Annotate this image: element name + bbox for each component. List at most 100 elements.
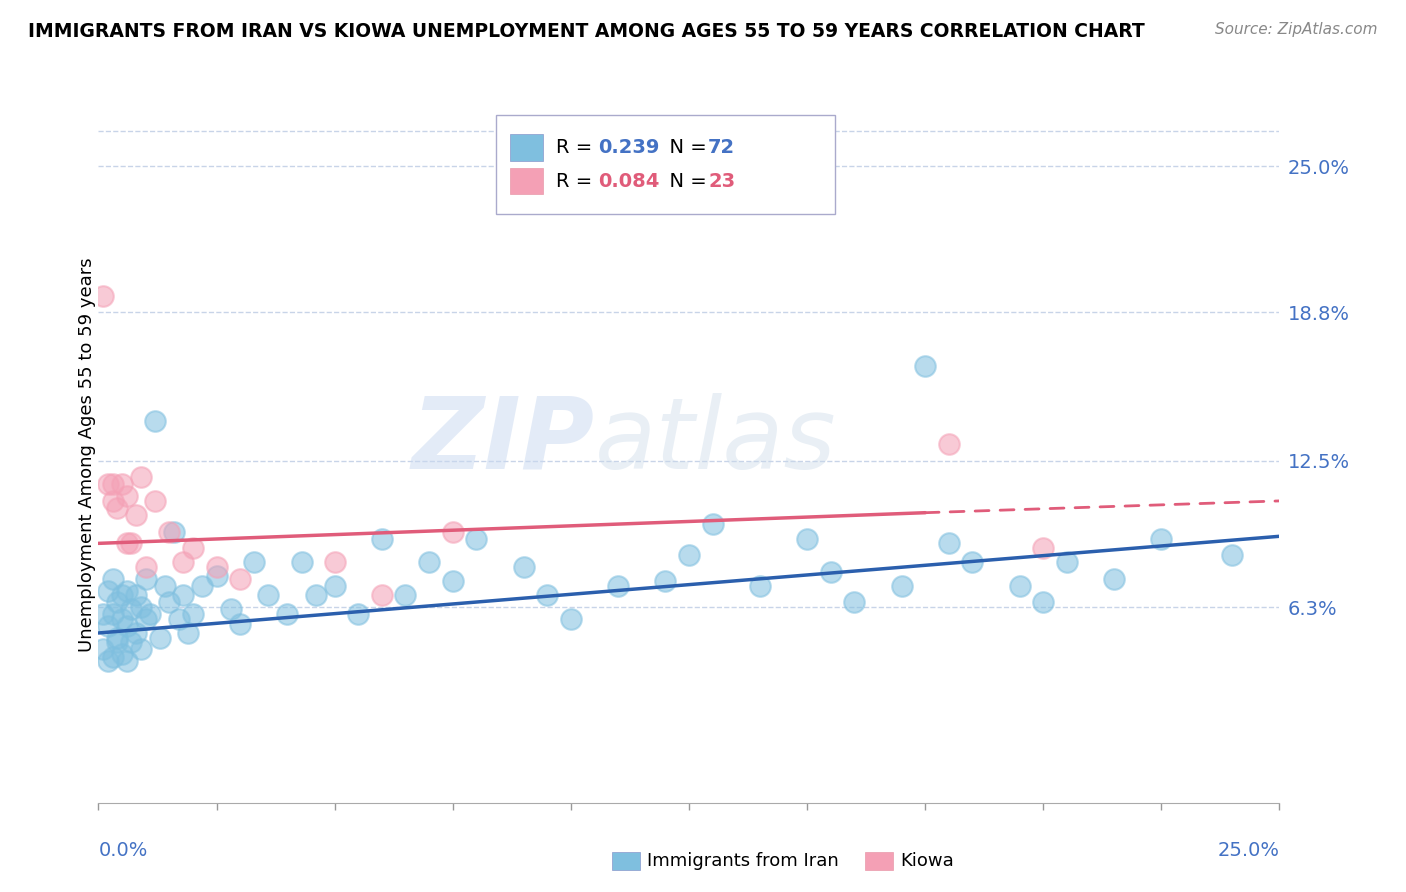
- Point: [125, 508, 148, 522]
- Point: [105, 631, 128, 645]
- Point: [91, 642, 114, 657]
- Point: [1008, 579, 1031, 593]
- Point: [115, 619, 138, 633]
- Text: N =: N =: [658, 172, 713, 191]
- Point: [125, 626, 148, 640]
- Point: [290, 555, 312, 569]
- Point: [101, 477, 124, 491]
- Point: [654, 574, 676, 588]
- Point: [305, 588, 328, 602]
- Point: [1032, 541, 1054, 555]
- Point: [163, 524, 186, 539]
- Point: [371, 588, 394, 602]
- Text: R =: R =: [557, 138, 599, 157]
- Point: [101, 607, 124, 621]
- Point: [914, 359, 936, 374]
- Point: [1220, 548, 1243, 562]
- Point: [465, 532, 488, 546]
- Point: [125, 588, 148, 602]
- Point: [347, 607, 370, 621]
- Text: IMMIGRANTS FROM IRAN VS KIOWA UNEMPLOYMENT AMONG AGES 55 TO 59 YEARS CORRELATION: IMMIGRANTS FROM IRAN VS KIOWA UNEMPLOYME…: [28, 22, 1144, 41]
- Text: 25.0%: 25.0%: [1218, 841, 1279, 860]
- Point: [172, 588, 194, 602]
- Point: [607, 579, 630, 593]
- Point: [323, 555, 346, 569]
- Point: [962, 555, 984, 569]
- Point: [172, 555, 194, 569]
- Point: [536, 588, 558, 602]
- Point: [219, 602, 242, 616]
- Point: [1032, 595, 1054, 609]
- Point: [702, 517, 724, 532]
- Point: [229, 616, 252, 631]
- Point: [1102, 572, 1125, 586]
- Point: [257, 588, 280, 602]
- Point: [143, 414, 166, 428]
- Point: [139, 607, 162, 621]
- Point: [129, 642, 152, 657]
- Point: [135, 572, 157, 586]
- Point: [115, 489, 138, 503]
- Text: 0.0%: 0.0%: [98, 841, 148, 860]
- Point: [157, 595, 180, 609]
- Point: [191, 579, 214, 593]
- Point: [394, 588, 416, 602]
- Point: [276, 607, 298, 621]
- Point: [121, 635, 143, 649]
- Point: [105, 635, 128, 649]
- Point: [243, 555, 266, 569]
- Point: [97, 583, 120, 598]
- Text: 0.239: 0.239: [599, 138, 659, 157]
- Point: [135, 612, 157, 626]
- Text: Source: ZipAtlas.com: Source: ZipAtlas.com: [1215, 22, 1378, 37]
- Point: [101, 649, 124, 664]
- Point: [205, 569, 228, 583]
- Point: [111, 647, 134, 661]
- Point: [177, 626, 200, 640]
- Point: [115, 654, 138, 668]
- Text: 72: 72: [709, 138, 735, 157]
- Point: [153, 579, 176, 593]
- Point: [1056, 555, 1078, 569]
- Point: [101, 494, 124, 508]
- Point: [820, 565, 842, 579]
- Point: [205, 560, 228, 574]
- Point: [167, 612, 190, 626]
- Point: [129, 470, 152, 484]
- Point: [938, 437, 960, 451]
- Point: [121, 536, 143, 550]
- Point: [560, 612, 582, 626]
- Point: [938, 536, 960, 550]
- Text: N =: N =: [658, 138, 713, 157]
- Point: [115, 536, 138, 550]
- Point: [97, 654, 120, 668]
- Point: [181, 607, 204, 621]
- Text: 23: 23: [709, 172, 735, 191]
- Point: [678, 548, 700, 562]
- Point: [135, 560, 157, 574]
- Point: [890, 579, 912, 593]
- Point: [844, 595, 866, 609]
- Point: [441, 524, 464, 539]
- Point: [512, 560, 534, 574]
- Point: [115, 583, 138, 598]
- Point: [1150, 532, 1173, 546]
- Point: [796, 532, 818, 546]
- Point: [418, 555, 440, 569]
- Y-axis label: Unemployment Among Ages 55 to 59 years: Unemployment Among Ages 55 to 59 years: [79, 258, 96, 652]
- Point: [181, 541, 204, 555]
- Text: Immigrants from Iran: Immigrants from Iran: [647, 852, 838, 870]
- Point: [105, 500, 128, 515]
- Point: [441, 574, 464, 588]
- Point: [748, 579, 770, 593]
- Text: Kiowa: Kiowa: [900, 852, 953, 870]
- Point: [101, 572, 124, 586]
- Point: [91, 607, 114, 621]
- Point: [105, 595, 128, 609]
- Point: [111, 477, 134, 491]
- Point: [229, 572, 252, 586]
- Point: [97, 619, 120, 633]
- Point: [323, 579, 346, 593]
- Text: atlas: atlas: [595, 392, 837, 490]
- Point: [149, 631, 172, 645]
